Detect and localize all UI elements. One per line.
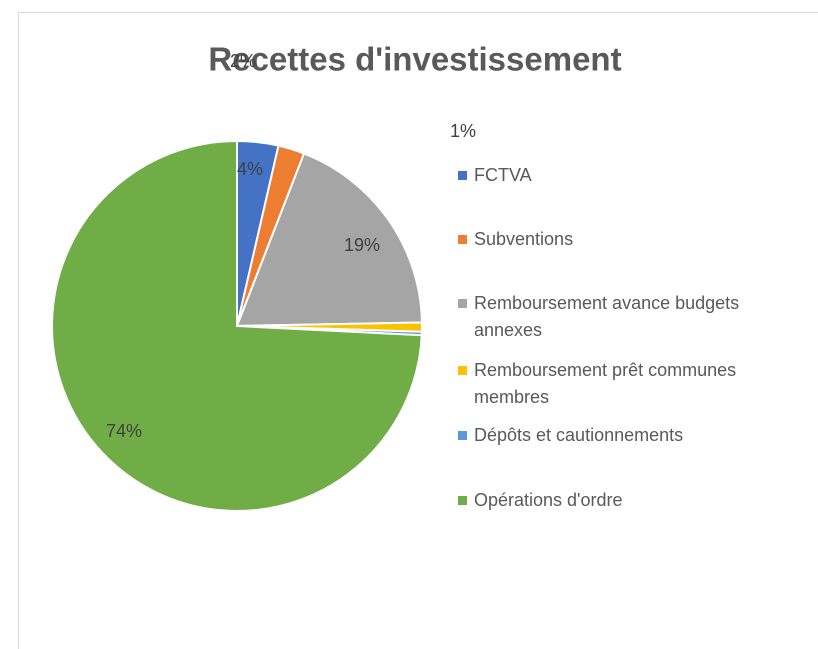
legend-swatch bbox=[458, 366, 467, 375]
legend-item: Opérations d'ordre bbox=[456, 487, 796, 514]
legend-swatch bbox=[458, 431, 467, 440]
pie-slice bbox=[51, 139, 423, 512]
data-label: 19% bbox=[344, 235, 380, 255]
chart-title: Recettes d'investissement bbox=[208, 41, 621, 78]
legend-label: Dépôts et cautionnements bbox=[474, 425, 684, 445]
pie-slice bbox=[235, 152, 423, 328]
data-label: 1% bbox=[450, 121, 476, 141]
data-label: 4% bbox=[237, 159, 263, 179]
legend-item: Remboursement prêt communes membres bbox=[456, 357, 796, 411]
legend-swatch bbox=[458, 171, 467, 180]
legend-label: Subventions bbox=[474, 229, 574, 249]
legend-label: Remboursement avance budgets annexes bbox=[474, 293, 740, 340]
legend-item: Remboursement avance budgets annexes bbox=[456, 290, 796, 344]
legend-label: Remboursement prêt communes membres bbox=[474, 360, 737, 407]
legend-item: Dépôts et cautionnements bbox=[456, 422, 796, 449]
data-label: 74% bbox=[106, 421, 142, 441]
legend-label: Opérations d'ordre bbox=[474, 490, 623, 510]
legend-swatch bbox=[458, 235, 467, 244]
chart-border bbox=[18, 12, 818, 649]
legend-item: Subventions bbox=[456, 226, 796, 253]
legend-swatch bbox=[458, 299, 467, 308]
legend-item: FCTVA bbox=[456, 162, 796, 189]
legend-label: FCTVA bbox=[474, 165, 532, 185]
data-label: 2% bbox=[230, 51, 256, 71]
legend-swatch bbox=[458, 496, 467, 505]
